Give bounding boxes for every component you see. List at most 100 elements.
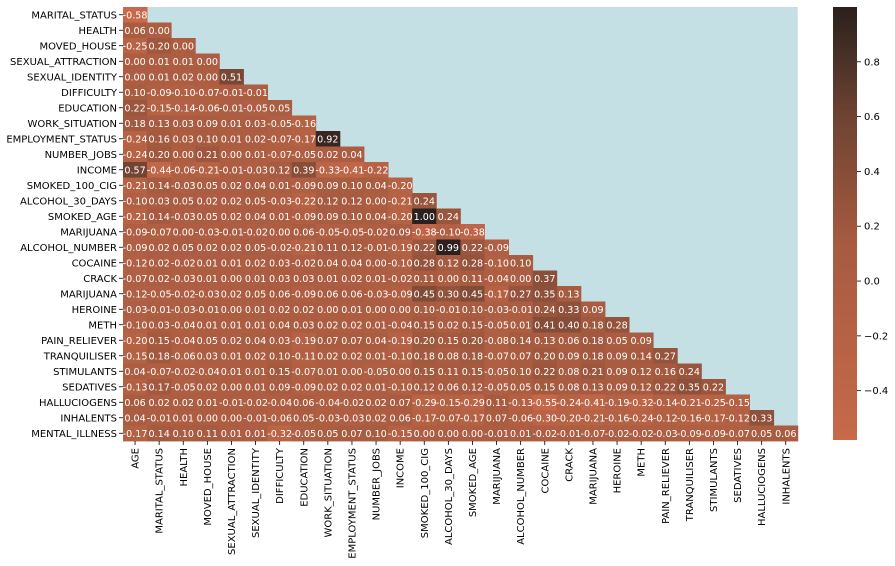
cell-value-label: 0.57 xyxy=(124,165,145,176)
cell-value-label: -0.19 xyxy=(388,243,413,254)
cell-value-label: 0.05 xyxy=(269,103,290,114)
cell-value-label: -0.02 xyxy=(171,367,196,378)
cell-value-label: -0.21 xyxy=(195,165,220,176)
heatmap-cell xyxy=(315,379,341,395)
heatmap-cell xyxy=(605,394,630,411)
heatmap-cell xyxy=(532,286,558,302)
cell-value-label: 0.10 xyxy=(173,429,194,440)
y-tick-label: NUMBER_JOBS xyxy=(45,150,117,161)
cell-value-label: 0.01 xyxy=(245,150,266,161)
cell-value-label: -0.19 xyxy=(388,336,413,347)
cell-value-label: -0.04 xyxy=(484,274,509,285)
cell-value-label: -0.29 xyxy=(460,398,485,409)
heatmap-cell xyxy=(219,332,244,349)
heatmap-cell xyxy=(412,332,437,349)
cell-value-label: 0.01 xyxy=(317,367,338,378)
heatmap-cell xyxy=(436,239,461,256)
cell-value-label: -0.05 xyxy=(364,367,389,378)
cell-value-label: -0.01 xyxy=(219,227,244,238)
cell-value-label: 0.00 xyxy=(510,274,531,285)
heatmap-cell xyxy=(195,270,220,287)
cell-value-label: 0.04 xyxy=(365,212,386,223)
heatmap-cell xyxy=(267,146,293,163)
cell-value-label: 0.99 xyxy=(438,243,459,254)
cell-value-label: -0.12 xyxy=(725,413,750,424)
heatmap-cell xyxy=(123,193,148,209)
heatmap-cell xyxy=(436,394,461,411)
heatmap-cell xyxy=(219,425,244,442)
cell-value-label: -0.25 xyxy=(701,398,726,409)
heatmap-cell xyxy=(364,177,389,194)
cell-value-label: 0.04 xyxy=(245,181,266,192)
cell-value-label: 0.20 xyxy=(414,336,435,347)
cell-value-label: 0.18 xyxy=(124,119,145,130)
cell-value-label: 0.05 xyxy=(317,429,338,440)
cell-value-label: 0.01 xyxy=(245,382,266,393)
cell-value-label: 0.02 xyxy=(221,181,242,192)
cell-value-label: 0.01 xyxy=(221,351,242,362)
heatmap-cell xyxy=(556,379,582,395)
cell-value-label: 0.12 xyxy=(317,196,338,207)
heatmap-cell xyxy=(243,224,268,240)
cell-value-label: 0.09 xyxy=(269,382,290,393)
heatmap-cell xyxy=(195,363,220,380)
x-tick-label: WORK_SITUATION xyxy=(323,448,334,537)
cell-value-label: -0.09 xyxy=(147,88,172,99)
heatmap-cell xyxy=(195,84,220,101)
heatmap-cell xyxy=(508,410,534,426)
cell-value-label: 0.11 xyxy=(197,429,218,440)
cell-value-label: 0.18 xyxy=(148,351,169,362)
heatmap-cell xyxy=(243,410,268,426)
heatmap-cell xyxy=(123,363,148,380)
heatmap-cell xyxy=(484,239,509,256)
heatmap-cell xyxy=(629,363,654,380)
heatmap-cell xyxy=(339,255,365,271)
cell-value-label: 0.02 xyxy=(341,274,362,285)
cell-value-label: 0.01 xyxy=(148,72,169,83)
heatmap-cell xyxy=(484,255,509,271)
cell-value-label: 0.06 xyxy=(293,227,314,238)
heatmap-cell xyxy=(171,53,196,70)
y-tick-label: SMOKED_100_CIG xyxy=(27,181,117,192)
cell-value-label: -0.16 xyxy=(677,413,702,424)
heatmap-cell xyxy=(484,425,509,442)
heatmap-cell xyxy=(123,425,148,442)
cell-value-label: -0.09 xyxy=(291,181,316,192)
heatmap-cell xyxy=(364,317,389,333)
x-tick-label: AGE xyxy=(131,448,142,469)
heatmap-cell xyxy=(123,410,148,426)
heatmap-cell xyxy=(749,425,775,442)
heatmap-cell xyxy=(147,317,172,333)
heatmap-cell xyxy=(291,115,317,132)
cell-value-label: 0.00 xyxy=(173,41,194,52)
y-tick-label: HEALTH xyxy=(78,26,117,37)
cell-value-label: -0.09 xyxy=(701,429,726,440)
cell-value-label: -0.07 xyxy=(195,88,220,99)
cell-value-label: -0.22 xyxy=(291,196,316,207)
cell-value-label: -0.24 xyxy=(629,413,654,424)
heatmap-cell xyxy=(147,332,172,349)
cell-value-label: -0.15 xyxy=(123,351,148,362)
heatmap-cell xyxy=(484,270,509,287)
heatmap-cell xyxy=(195,177,220,194)
cell-value-label: 0.03 xyxy=(173,119,194,130)
heatmap-cell xyxy=(171,224,196,240)
cell-value-label: -0.02 xyxy=(243,398,268,409)
cell-value-label: 0.27 xyxy=(655,351,676,362)
heatmap-cell xyxy=(605,425,630,442)
cell-value-label: 0.05 xyxy=(173,243,194,254)
heatmap-cell xyxy=(532,425,558,442)
cell-value-label: 0.09 xyxy=(317,181,338,192)
cell-value-label: -0.05 xyxy=(291,150,316,161)
cell-value-label: 0.02 xyxy=(197,243,218,254)
heatmap-cell xyxy=(725,425,750,442)
cell-value-label: -0.09 xyxy=(388,289,413,300)
cell-value-label: 0.15 xyxy=(438,336,459,347)
heatmap-cell xyxy=(339,317,365,333)
cell-value-label: -0.05 xyxy=(340,227,365,238)
cell-value-label: -0.03 xyxy=(123,305,148,316)
cell-value-label: -0.10 xyxy=(484,258,509,269)
heatmap-cell xyxy=(677,425,702,442)
cell-value-label: 0.12 xyxy=(341,196,362,207)
x-tick-label: ALCOHOL_NUMBER xyxy=(516,448,527,545)
